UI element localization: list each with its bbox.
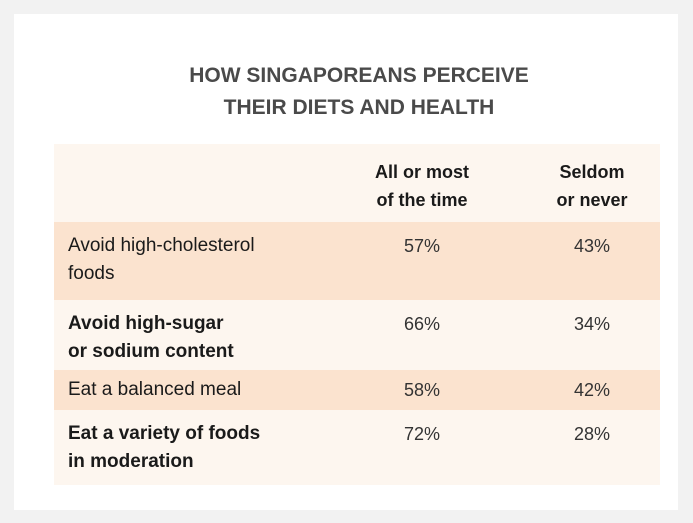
chart-title: HOW SINGAPOREANS PERCEIVE THEIR DIETS AN… xyxy=(54,60,664,124)
column-header-all-or-most: All or most of the time xyxy=(342,158,502,214)
cell-all-or-most: 72% xyxy=(403,424,441,444)
row-label: Eat a variety of foods in moderation xyxy=(68,420,328,476)
data-table: All or most of the time Seldom or never … xyxy=(54,144,660,485)
column-header-line: of the time xyxy=(376,190,468,210)
table-row: Avoid high-cholesterol foods 57% 43% xyxy=(54,222,660,300)
column-header-line: All or most xyxy=(374,162,469,182)
column-header-line: or never xyxy=(556,190,628,210)
cell-all-or-most: 66% xyxy=(403,314,441,334)
row-label: Eat a balanced meal xyxy=(68,376,328,404)
row-label-line: Avoid high-sugar xyxy=(68,313,224,334)
column-header-seldom-or-never: Seldom or never xyxy=(512,158,672,214)
cell-seldom-or-never: 34% xyxy=(573,314,611,334)
column-header-line: Seldom xyxy=(559,162,625,182)
cell-all-or-most: 58% xyxy=(403,380,441,400)
cell-seldom-or-never: 43% xyxy=(573,236,611,256)
cell-all-or-most: 57% xyxy=(403,236,441,256)
row-label-line: foods xyxy=(68,263,115,284)
table-row: Avoid high-sugar or sodium content 66% 3… xyxy=(54,300,660,370)
row-label-line: Avoid high-cholesterol xyxy=(68,235,255,256)
table-card: HOW SINGAPOREANS PERCEIVE THEIR DIETS AN… xyxy=(14,14,678,510)
row-label: Avoid high-cholesterol foods xyxy=(68,232,328,288)
title-line-2: THEIR DIETS AND HEALTH xyxy=(223,96,495,119)
title-line-1: HOW SINGAPOREANS PERCEIVE xyxy=(189,64,529,87)
row-label-line: Eat a variety of foods xyxy=(68,423,261,444)
row-label-line: or sodium content xyxy=(68,341,234,362)
table-row: Eat a variety of foods in moderation 72%… xyxy=(54,410,660,485)
cell-seldom-or-never: 42% xyxy=(573,380,611,400)
cell-seldom-or-never: 28% xyxy=(573,424,611,444)
row-label-line: in moderation xyxy=(68,451,194,472)
table-row: Eat a balanced meal 58% 42% xyxy=(54,370,660,410)
row-label: Avoid high-sugar or sodium content xyxy=(68,310,328,366)
row-label-line: Eat a balanced meal xyxy=(68,379,242,400)
